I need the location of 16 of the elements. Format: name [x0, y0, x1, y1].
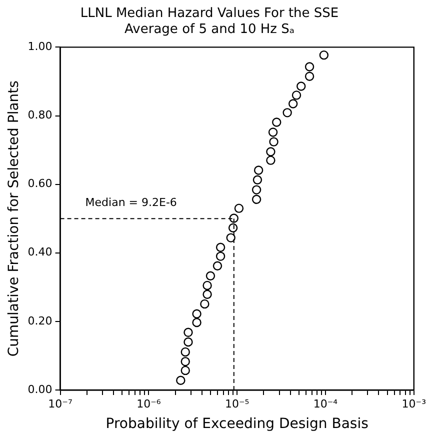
chart-title: LLNL Median Hazard Values For the SSE: [80, 6, 339, 22]
y-tick-label: 1.00: [28, 40, 52, 54]
x-tick-label: 10⁻⁶: [136, 397, 162, 410]
x-axis-title: Probability of Exceeding Design Basis: [106, 416, 368, 432]
y-tick-label: 0.80: [28, 108, 52, 122]
ref-line-label: Median = 9.2E-6: [85, 196, 177, 209]
x-tick-label: 10⁻⁷: [48, 397, 72, 410]
y-tick-label: 0.60: [28, 177, 52, 190]
x-tick-label: 10⁻⁵: [224, 397, 250, 410]
chart-subtitle: Average of 5 and 10 Hz Sₐ: [124, 22, 294, 37]
y-axis-title: Cumulative Fraction for Selected Plants: [6, 80, 22, 357]
y-tick-label: 0.00: [28, 382, 52, 396]
x-tick-label: 10⁻⁴: [313, 397, 338, 410]
y-tick-label: 0.20: [28, 314, 52, 328]
x-tick-label: 10⁻³: [402, 397, 426, 410]
y-tick-label: 0.40: [28, 246, 52, 259]
